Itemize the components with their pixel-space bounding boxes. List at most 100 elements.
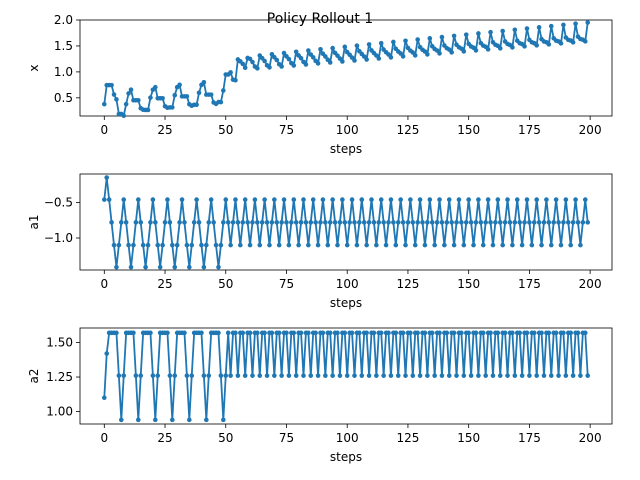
data-point	[189, 373, 195, 378]
data-point	[517, 330, 522, 336]
data-point	[179, 197, 185, 202]
data-point	[337, 373, 343, 378]
data-point	[546, 42, 552, 47]
data-point	[388, 197, 394, 202]
data-point	[570, 40, 576, 45]
data-point	[395, 220, 401, 225]
y-tick-label: 1.0	[54, 65, 73, 79]
data-point	[510, 330, 515, 336]
data-point	[114, 330, 119, 336]
data-point	[427, 197, 433, 202]
data-point	[497, 46, 503, 51]
data-point	[172, 264, 178, 270]
data-point	[140, 242, 146, 248]
data-point	[128, 87, 134, 92]
data-point	[531, 220, 537, 225]
data-point	[323, 54, 328, 59]
data-point	[150, 373, 156, 378]
data-point	[114, 97, 119, 102]
data-point	[109, 82, 114, 88]
data-point	[468, 373, 474, 378]
data-point	[279, 64, 284, 69]
data-point	[352, 220, 357, 225]
data-point	[291, 63, 297, 68]
data-point	[330, 45, 335, 51]
data-point	[218, 99, 224, 105]
data-point	[211, 220, 216, 225]
data-point	[558, 41, 564, 46]
data-point	[184, 94, 190, 99]
data-point	[359, 197, 365, 202]
data-point	[240, 330, 246, 336]
data-point	[327, 60, 333, 65]
data-point	[269, 330, 275, 336]
data-point	[228, 373, 233, 378]
data-point	[512, 373, 518, 378]
data-point	[425, 373, 430, 378]
data-point	[415, 37, 420, 42]
data-point	[332, 220, 338, 225]
data-point	[298, 55, 304, 61]
data-point	[451, 33, 457, 39]
x-tick-label: 50	[218, 431, 233, 445]
data-point	[388, 373, 394, 378]
data-point	[101, 395, 107, 401]
data-point	[310, 55, 316, 60]
data-point	[565, 220, 571, 225]
data-point	[213, 242, 219, 248]
data-point	[153, 417, 158, 423]
data-point	[218, 373, 224, 378]
y-axis-label: a1	[27, 215, 41, 230]
data-point	[578, 242, 583, 248]
x-tick-label: 75	[279, 123, 294, 137]
data-point	[361, 220, 367, 225]
data-point	[199, 330, 204, 336]
data-point	[364, 242, 369, 248]
data-point	[420, 220, 425, 225]
data-point	[267, 65, 272, 70]
x-tick-label: 75	[279, 431, 294, 445]
data-point	[480, 242, 486, 248]
data-point	[415, 330, 420, 336]
data-point	[451, 242, 457, 248]
data-point	[429, 330, 435, 336]
data-point	[119, 220, 124, 225]
data-point	[153, 84, 158, 90]
data-point	[252, 197, 258, 202]
axes-frame	[79, 19, 613, 117]
data-point	[279, 373, 284, 378]
data-point	[466, 197, 471, 202]
data-point	[320, 197, 326, 202]
data-point	[425, 220, 430, 225]
data-point	[357, 220, 362, 225]
data-point	[476, 197, 481, 202]
data-point	[320, 330, 326, 336]
data-point	[517, 220, 522, 225]
data-point	[429, 220, 435, 225]
data-point	[327, 220, 333, 225]
data-point	[177, 82, 182, 88]
data-point	[111, 242, 117, 248]
data-point	[495, 197, 501, 202]
data-point	[121, 113, 127, 118]
data-point	[172, 92, 178, 98]
data-point	[505, 373, 510, 378]
data-point	[488, 220, 493, 225]
data-point	[444, 330, 450, 336]
data-point	[575, 330, 581, 336]
data-point	[417, 373, 423, 378]
data-point	[514, 197, 520, 202]
data-point	[274, 220, 280, 225]
data-point	[374, 242, 379, 248]
data-point	[116, 373, 122, 378]
data-point	[378, 197, 384, 202]
data-point	[274, 57, 280, 63]
data-point	[400, 54, 406, 59]
data-point	[352, 373, 357, 378]
data-point	[451, 330, 457, 336]
data-point	[556, 373, 561, 378]
data-point	[529, 242, 535, 248]
data-point	[247, 330, 253, 336]
series-markers-a2	[101, 330, 591, 423]
